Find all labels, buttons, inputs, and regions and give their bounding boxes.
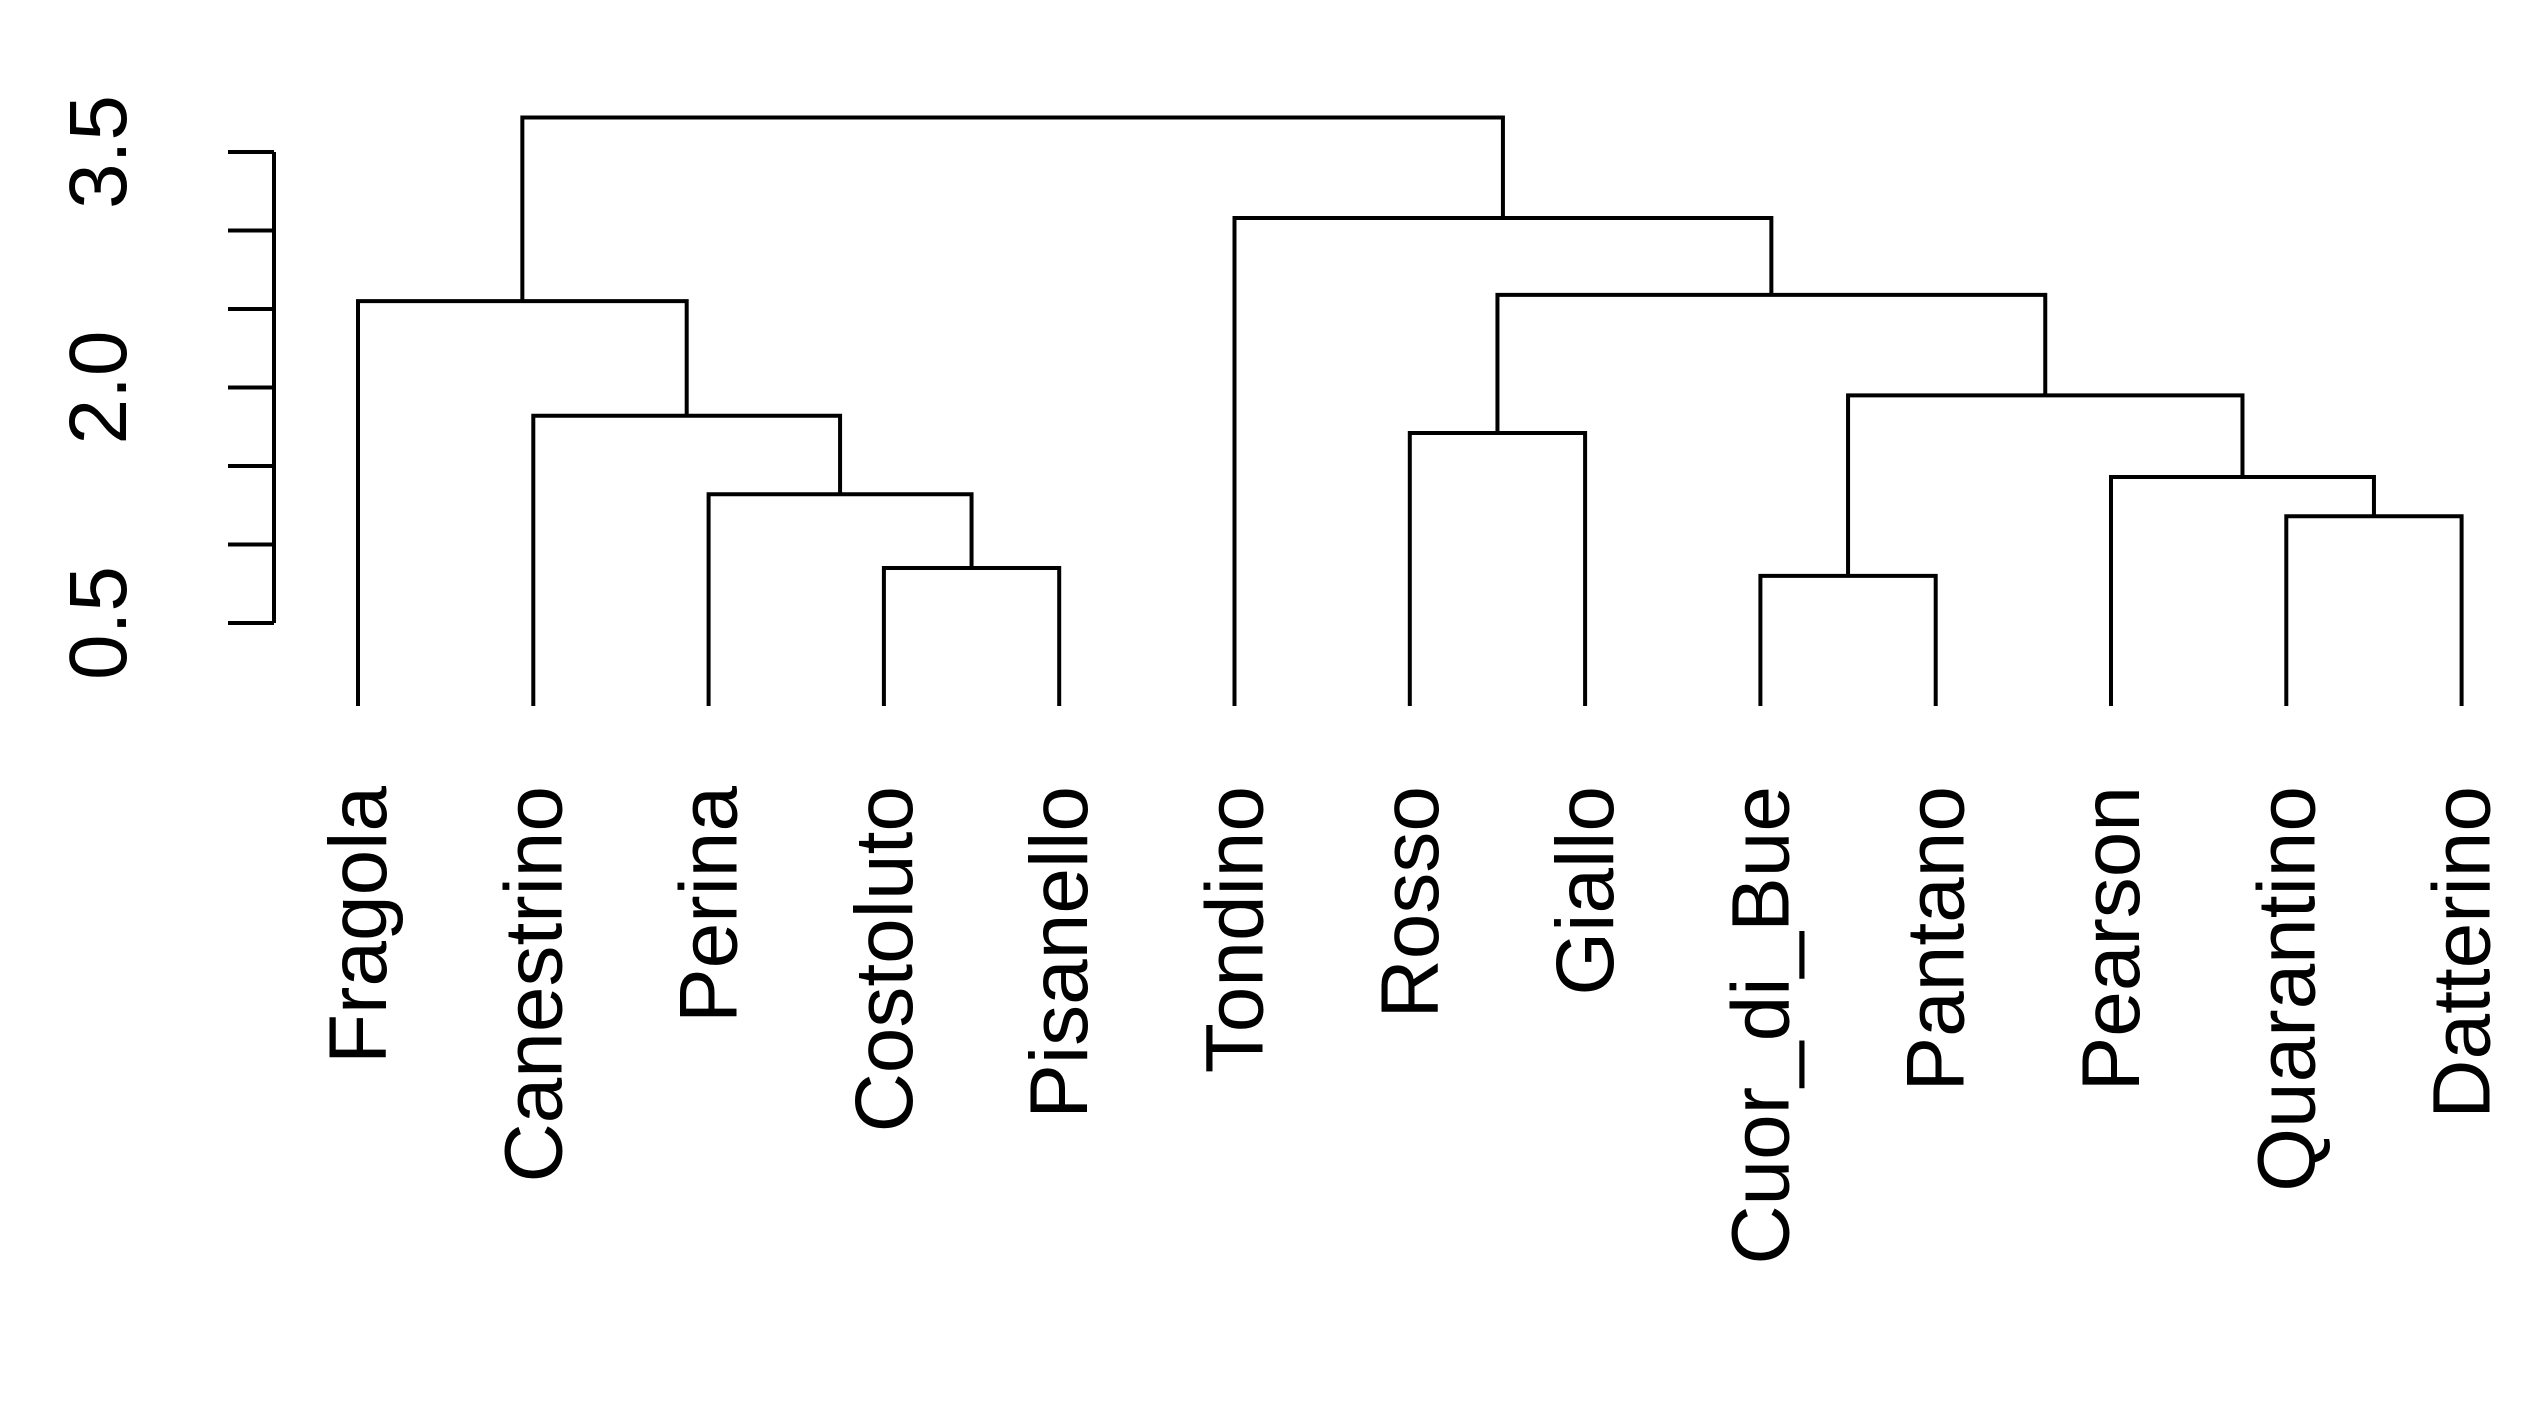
merge-m8 bbox=[1846, 393, 2245, 576]
leaf-label-pantano: Pantano bbox=[1891, 786, 1982, 1092]
merge-m9 bbox=[1407, 431, 1588, 706]
leaf-label-perina: Perina bbox=[664, 786, 755, 1023]
y-tick-label: 3.5 bbox=[53, 95, 144, 209]
leaf-label-datterino: Datterino bbox=[2417, 786, 2508, 1119]
dendrogram-tree bbox=[356, 115, 2464, 706]
merge-m10 bbox=[1495, 292, 2048, 434]
merge-m4 bbox=[356, 299, 689, 706]
leaf-label-fragola: Fragola bbox=[313, 786, 404, 1064]
y-axis: 0.5 2.0 3.5 bbox=[53, 95, 276, 680]
y-tick-label: 2.0 bbox=[53, 331, 144, 445]
leaf-label-rosso: Rosso bbox=[1365, 786, 1456, 1018]
merge-m11 bbox=[1232, 215, 1774, 706]
merge-m6 bbox=[2109, 474, 2376, 706]
leaf-label-cuor-di-bue: Cuor_di_Bue bbox=[1715, 786, 1806, 1265]
merge-m3 bbox=[531, 413, 843, 706]
leaf-label-pisanello: Pisanello bbox=[1014, 786, 1105, 1119]
leaf-label-canestrino: Canestrino bbox=[488, 786, 579, 1183]
merge-m1 bbox=[881, 566, 1062, 706]
y-tick-label: 0.5 bbox=[53, 566, 144, 680]
merge-m7 bbox=[1758, 573, 1938, 706]
merge-m12 bbox=[520, 115, 1505, 302]
leaf-label-giallo: Giallo bbox=[1540, 786, 1631, 996]
leaf-label-tondino: Tondino bbox=[1190, 786, 1281, 1073]
merge-m2 bbox=[706, 492, 974, 706]
leaf-label-pearson: Pearson bbox=[2066, 786, 2157, 1091]
merge-m5 bbox=[2284, 514, 2464, 706]
leaf-labels: Fragola Canestrino Perina Costoluto Pisanell… bbox=[313, 786, 2508, 1265]
leaf-label-quarantino: Quarantino bbox=[2241, 786, 2332, 1192]
leaf-label-costoluto: Costoluto bbox=[839, 786, 930, 1132]
